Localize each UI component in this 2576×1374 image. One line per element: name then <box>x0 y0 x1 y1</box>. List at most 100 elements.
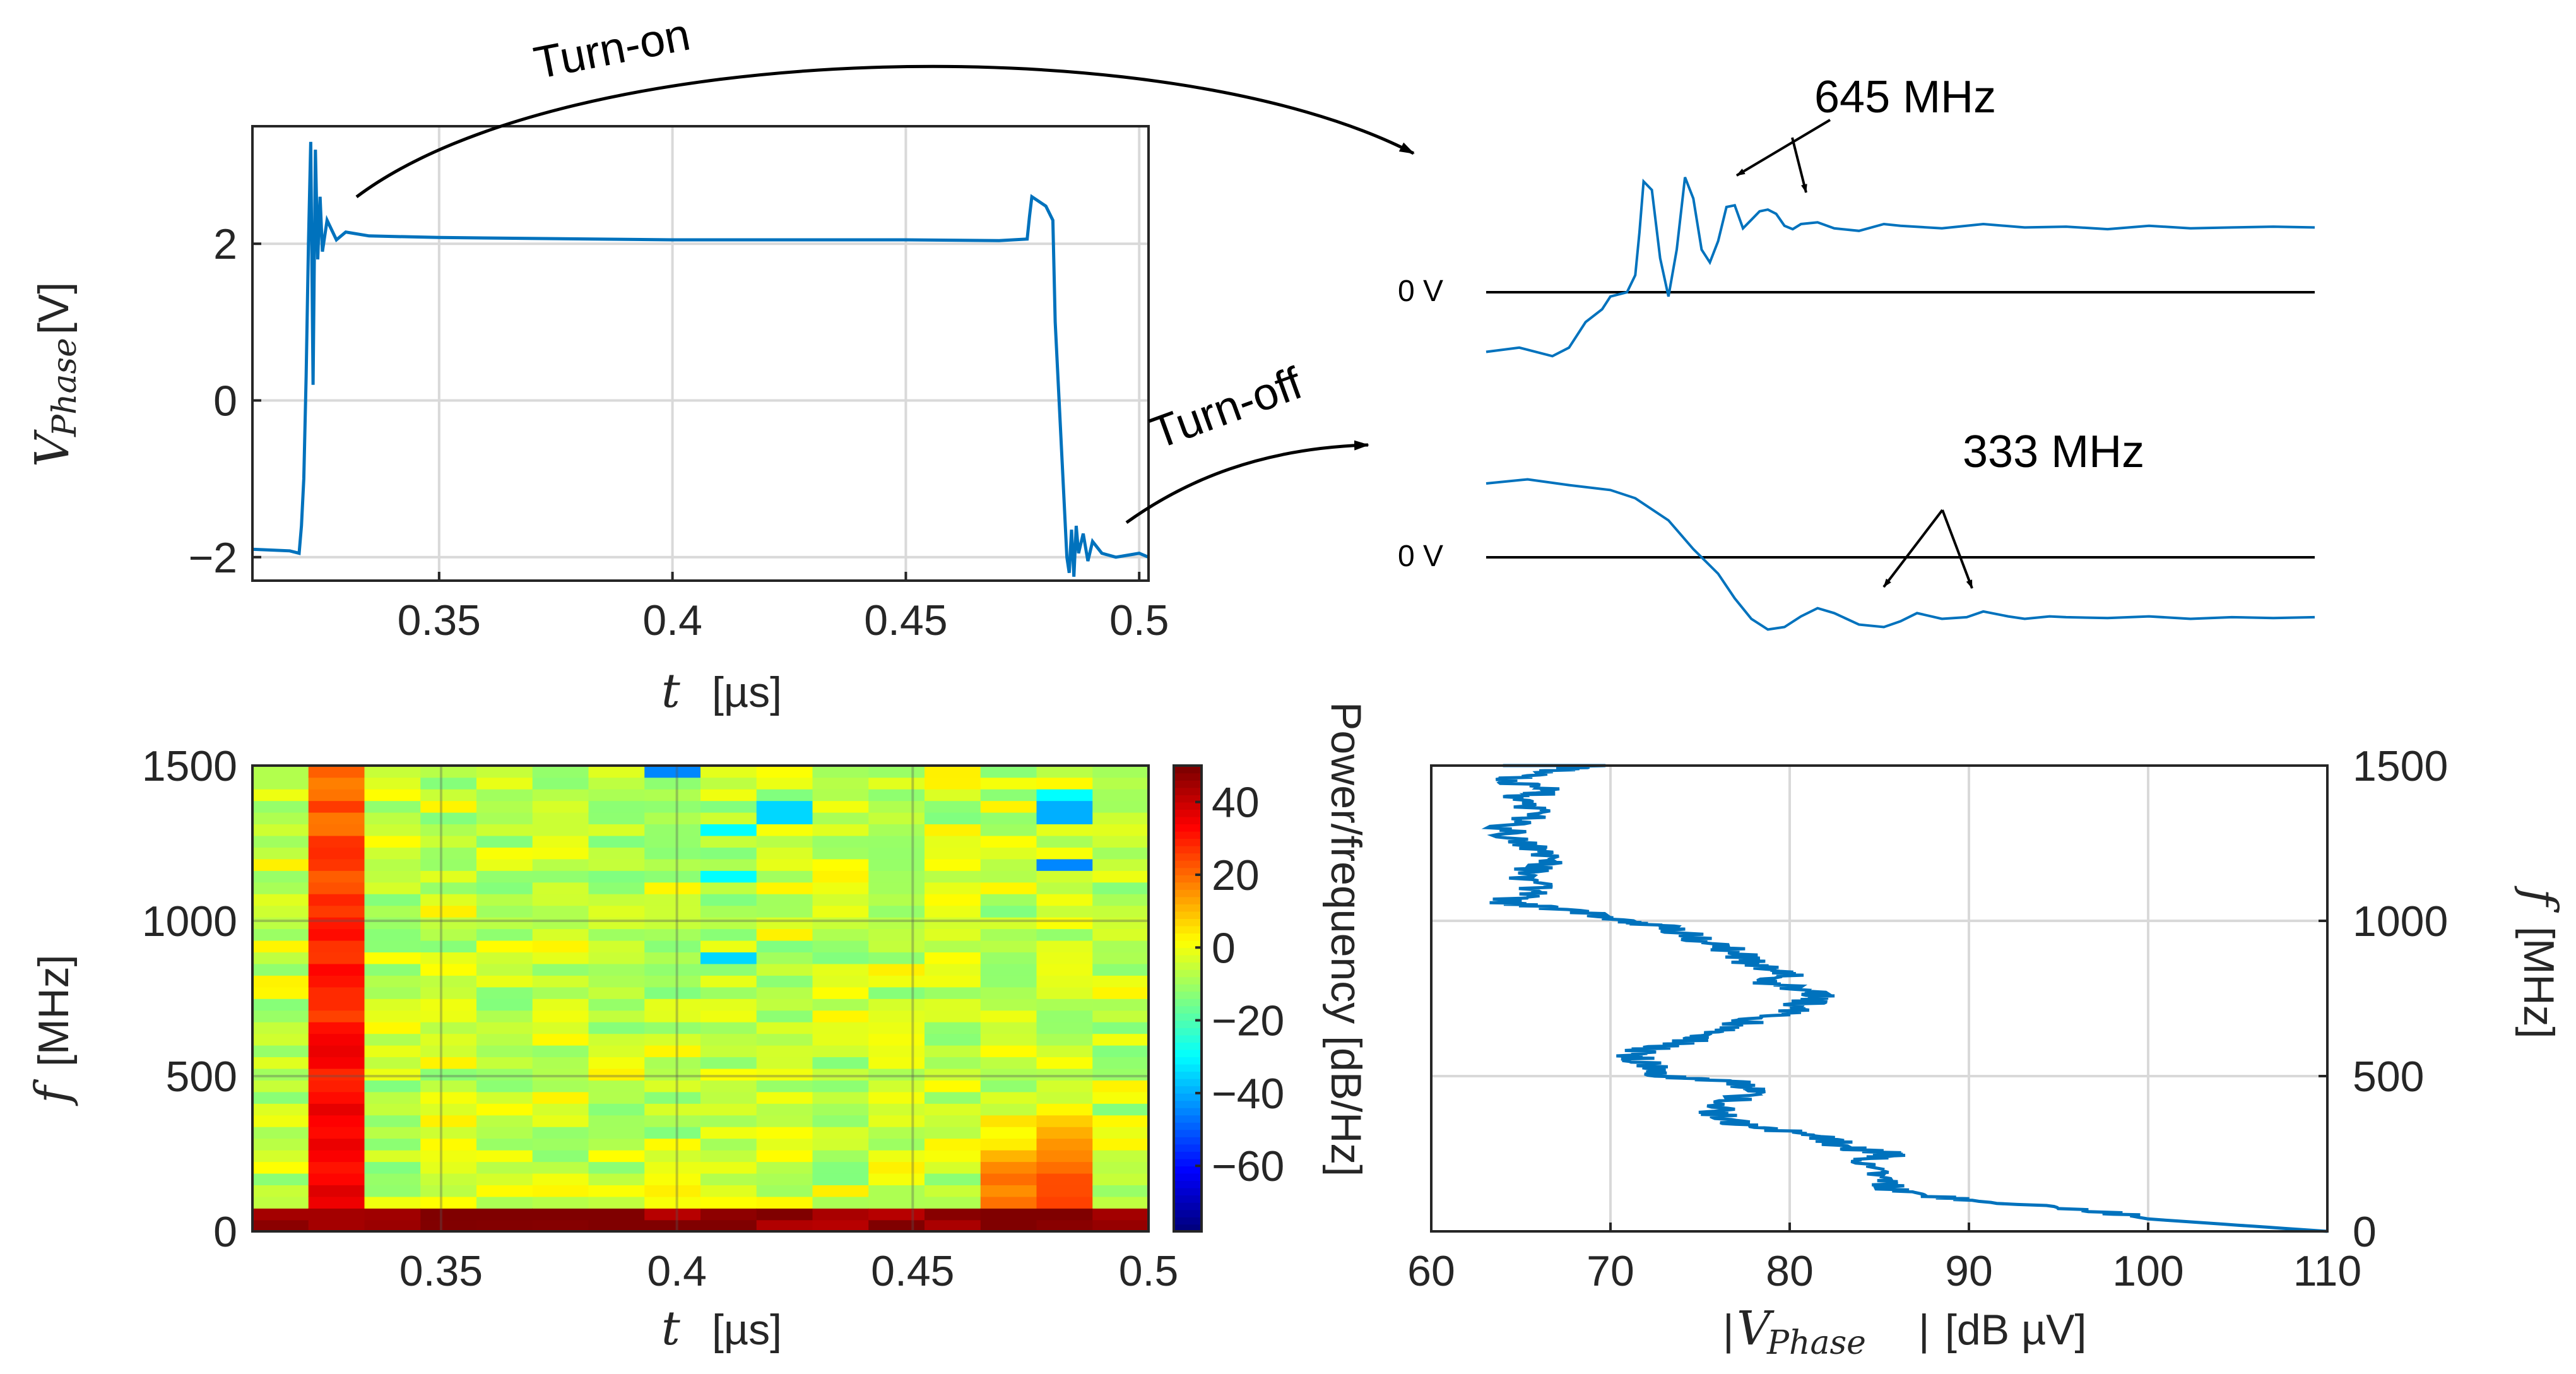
colorbar-tick-label: 40 <box>1212 779 1260 827</box>
spectrogram-cell <box>980 1010 1037 1022</box>
spectrogram-cell <box>420 893 477 906</box>
spectrogram-cell <box>756 1103 813 1116</box>
spectrogram-cell <box>925 986 981 999</box>
spectrogram-cell <box>420 1149 477 1163</box>
spectrogram-cell <box>588 1161 646 1174</box>
spectrogram-cell <box>364 835 422 848</box>
spectrogram-cell <box>700 882 757 894</box>
spectrogram-cell <box>588 1138 646 1151</box>
spectrogram-ticks: 0.35 0.4 0.45 0.5 0 500 1000 1500 <box>142 742 1179 1295</box>
spectrogram-cell <box>252 998 309 1011</box>
spectrogram-cell <box>252 1103 309 1116</box>
spectrogram-cell <box>1092 986 1149 999</box>
spectrogram-cell <box>532 777 589 790</box>
spectrogram-cell <box>812 1021 870 1034</box>
spectrogram-cell <box>252 986 309 999</box>
spectrogram-cell <box>532 1080 589 1093</box>
spectrogram-cell <box>925 824 981 836</box>
colorbar-segment <box>1174 867 1202 875</box>
spectrogram-cell <box>1036 812 1094 825</box>
spectrogram-cell <box>980 1196 1037 1209</box>
spectrogram-cell <box>756 1219 813 1232</box>
colorbar-segment <box>1174 1086 1202 1094</box>
colorbar-segment <box>1174 1028 1202 1036</box>
spectrogram-cell <box>308 963 365 976</box>
spectrogram-cell <box>1092 812 1149 825</box>
spectrogram-cell <box>925 1196 981 1209</box>
spectrogram-cell <box>868 1045 925 1058</box>
spectrogram-cell <box>756 766 813 778</box>
time-waveform-xtick-label: 0.4 <box>642 596 702 644</box>
spectrogram-cell <box>980 986 1037 999</box>
spectrogram-cell <box>700 847 757 860</box>
spectrogram-cell <box>588 893 646 906</box>
spectrogram-cell <box>925 893 981 906</box>
spectrogram-cell <box>1036 905 1094 918</box>
spectrogram-cell <box>588 1196 646 1209</box>
spectrogram-cell <box>588 916 646 930</box>
colorbar <box>1174 766 1202 1232</box>
spectrogram-cell <box>308 928 365 941</box>
spectrogram-cell <box>644 975 701 988</box>
spectrogram-cell <box>868 1149 925 1163</box>
spectrogram-cell <box>812 1185 870 1197</box>
spectrogram-cell <box>532 1033 589 1046</box>
spectrogram-cell <box>644 1185 701 1197</box>
spectrogram-cell <box>252 766 309 778</box>
colorbar-segment <box>1174 969 1202 978</box>
spectrogram-ytick-label: 1500 <box>142 742 237 790</box>
spectrogram-cell <box>364 1010 422 1022</box>
spectrogram-cell <box>532 1115 589 1127</box>
spectrogram-cell <box>476 1057 533 1069</box>
spectrogram-cell <box>644 928 701 941</box>
spectrogram-cell <box>925 1068 981 1081</box>
spectrogram-cell <box>700 1208 757 1221</box>
spectrogram-cell <box>925 1057 981 1069</box>
time-waveform-xtick-label: 0.5 <box>1109 596 1169 644</box>
turn-off-zoom-plot: 0 V <box>1398 478 2315 631</box>
spectrogram-cell <box>308 1138 365 1151</box>
spectrogram-cell <box>532 986 589 999</box>
colorbar-segment <box>1174 773 1202 781</box>
spectrogram-cell <box>1092 963 1149 976</box>
spectrogram-cell <box>980 777 1037 790</box>
spectrogram-cell <box>812 986 870 999</box>
spectrogram-cell <box>364 940 422 952</box>
spectrogram-cell <box>925 916 981 930</box>
spectrogram-cell <box>925 1033 981 1046</box>
spectrogram-cell <box>308 1219 365 1232</box>
spectrogram-cell <box>756 952 813 964</box>
spectrogram-cell <box>1036 940 1094 952</box>
spectrogram-cell <box>420 940 477 952</box>
time-waveform-ylabel-symbol: V <box>25 429 80 467</box>
spectrogram-cell <box>420 847 477 860</box>
spectrogram-cell <box>252 1010 309 1022</box>
spectrogram-cell <box>980 1138 1037 1151</box>
spectrogram-cell <box>476 882 533 894</box>
spectrogram-cell <box>756 1010 813 1022</box>
spectrogram-cell <box>308 835 365 848</box>
spectrogram-cell <box>925 940 981 952</box>
spectrogram-cell <box>476 905 533 918</box>
spectrogram-cell <box>1092 952 1149 964</box>
spectrogram-cell <box>700 1126 757 1139</box>
spectrogram-cell <box>644 1033 701 1046</box>
colorbar-segment <box>1174 1093 1202 1101</box>
spectrogram-cell <box>756 800 813 813</box>
spectrogram-cell <box>420 858 477 871</box>
spectrum-xtick-label: 90 <box>1945 1247 1993 1295</box>
spectrogram-cell <box>420 1219 477 1232</box>
spectrogram-cell <box>812 916 870 930</box>
colorbar-segment <box>1174 1057 1202 1065</box>
spectrogram-cell <box>364 1196 422 1209</box>
annotations: Turn-on Turn-off 645 MHz 333 MHz <box>355 9 2144 589</box>
spectrogram-cell <box>700 1219 757 1232</box>
spectrogram-cell <box>252 1149 309 1163</box>
spectrogram-cell <box>756 870 813 883</box>
spectrogram-cell <box>476 1021 533 1034</box>
spectrogram-cell <box>532 870 589 883</box>
spectrum-xlabel-unit: [dB µV] <box>1945 1306 2086 1354</box>
spectrogram-cell <box>364 1149 422 1163</box>
colorbar-segment <box>1174 824 1202 832</box>
spectrogram-cell <box>308 1010 365 1022</box>
